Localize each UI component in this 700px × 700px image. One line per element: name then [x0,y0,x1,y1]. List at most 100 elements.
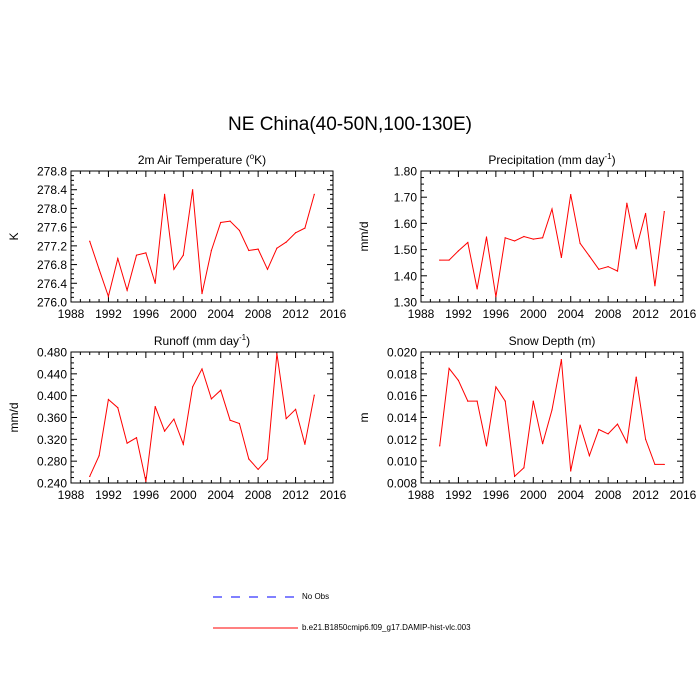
x-tick-label: 1992 [445,488,472,502]
data-point [542,237,544,239]
data-point [598,268,600,270]
data-point [588,255,591,257]
x-tick-label: 2016 [670,488,697,502]
data-point [598,428,600,431]
panel-title: Runoff (mm day-1) [154,333,250,348]
x-tick-label: 1988 [408,488,435,502]
y-tick-label: 277.6 [37,221,67,235]
data-point [644,212,647,215]
data-point [513,240,516,242]
panel-4: 1988 1992 1996 2000 2004 2008 2012 2016 0.008 0.0… [357,334,697,502]
plot-frame [420,351,684,484]
data-point [495,296,497,298]
data-point [457,250,460,252]
panel-title-main: 2m Air Temperature ( [138,153,250,167]
x-tick-label: 2016 [670,307,697,321]
panel-1: 1988 1992 1996 2000 2004 2008 2012 2016 276.0 276… [7,152,347,321]
data-point [635,248,637,250]
data-point [210,249,212,252]
data-point [229,220,231,222]
data-point [192,189,194,191]
y-tick-label: 1.60 [394,217,418,231]
data-point [266,268,269,270]
data-point [476,400,478,402]
x-tick-label: 2004 [557,307,584,321]
x-tick-label: 2000 [520,488,547,502]
data-point [448,259,450,261]
data-point [495,386,497,388]
data-point [654,463,656,466]
data-point [448,367,450,369]
data-point [182,443,184,445]
series-line [439,194,665,297]
x-tick-label: 1996 [483,488,510,502]
data-point [457,379,460,381]
data-point [485,445,488,447]
x-tick-label: 1988 [58,488,85,502]
x-tick-label: 1992 [95,488,122,502]
data-point [663,211,665,213]
data-point [98,268,100,270]
x-tick-label: 1996 [483,307,510,321]
y-axis-label: mm/d [357,222,371,252]
panel-title-tail: ) [612,153,616,167]
data-point [532,238,534,240]
x-tick-label: 2000 [170,488,197,502]
y-axis-label: K [7,232,21,240]
data-point [182,254,184,256]
x-tick-label: 2000 [520,307,547,321]
data-point [220,221,222,224]
y-tick-label: 0.016 [387,389,417,403]
data-point [229,419,231,421]
y-tick-label: 277.2 [37,239,67,253]
data-point [663,463,665,466]
data-point [560,359,562,361]
data-point [135,437,138,439]
data-point [551,208,553,210]
data-point [135,254,138,256]
data-point [439,445,441,447]
y-tick-label: 0.360 [37,411,67,425]
data-point [266,458,269,460]
panel-title-main: Runoff (mm day [154,334,239,348]
legend-model-label: b.e21.B1850cmip6.f09_g17.DAMIP-hist-vlc.… [302,623,471,632]
x-tick-label: 1996 [133,488,160,502]
data-point [126,442,128,444]
y-tick-label: 0.020 [387,346,417,360]
x-tick-label: 1988 [408,307,435,321]
data-point [238,229,241,232]
y-tick-label: 0.008 [387,477,417,491]
data-point [98,455,100,457]
data-point [579,242,581,244]
data-point [154,405,156,408]
panel-title: Snow Depth (m) [509,334,596,348]
data-point [467,241,469,244]
data-point [607,266,609,268]
plot-frame [70,170,334,303]
data-point [154,282,156,284]
plot-frame [70,351,334,484]
data-point [551,409,553,411]
x-tick-label: 2016 [320,488,347,502]
panel-title-superscript: o [250,152,255,161]
x-tick-label: 2012 [282,307,309,321]
series-line [89,189,315,299]
y-tick-label: 276.4 [37,277,67,291]
data-point [210,398,212,400]
y-tick-label: 1.80 [394,165,418,179]
x-tick-label: 2012 [632,307,659,321]
data-point [304,227,306,229]
data-point [504,237,506,239]
page-title: NE China(40-50N,100-130E) [228,114,472,135]
data-point [257,248,259,250]
data-point [626,442,628,444]
x-tick-label: 2016 [320,307,347,321]
x-tick-label: 2004 [207,307,234,321]
data-point [145,480,147,482]
data-point [294,408,297,410]
data-point [513,475,516,478]
x-tick-label: 2008 [595,307,622,321]
x-tick-label: 2004 [207,488,234,502]
data-point [201,368,203,370]
